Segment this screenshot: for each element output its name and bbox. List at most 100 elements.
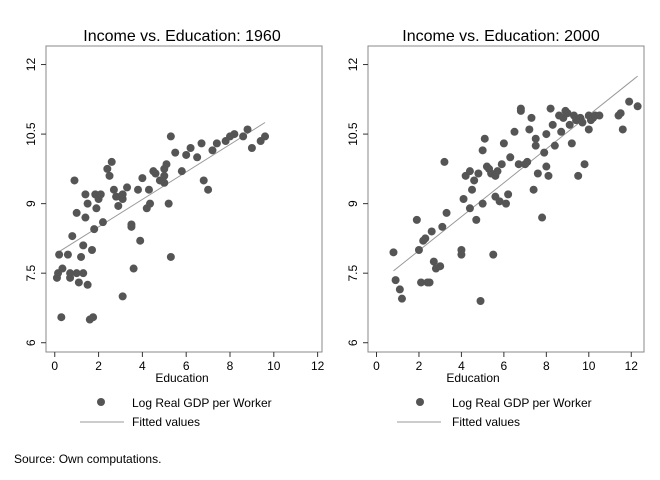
data-point: [389, 248, 398, 257]
data-point: [457, 246, 466, 254]
data-point: [546, 104, 555, 113]
y-tick-label: 12: [346, 58, 360, 72]
data-point: [134, 185, 142, 194]
data-point: [563, 109, 572, 118]
data-point: [89, 313, 98, 322]
data-point: [514, 160, 523, 169]
data-point: [107, 157, 116, 166]
data-point: [533, 169, 542, 178]
data-point: [584, 125, 593, 134]
data-point: [212, 139, 221, 148]
data-point: [544, 171, 553, 180]
data-point: [548, 120, 557, 129]
plot-frame: [367, 45, 645, 353]
data-point: [580, 160, 589, 169]
fitted-line: [57, 122, 266, 253]
data-point: [138, 174, 147, 183]
data-point: [261, 132, 270, 141]
chart-title: Income vs. Education: 1960: [83, 28, 281, 45]
data-point: [243, 125, 252, 134]
y-tick-label: 9: [24, 200, 38, 207]
data-point: [527, 113, 536, 122]
y-tick-label: 12: [24, 58, 38, 72]
data-point: [523, 157, 532, 166]
data-point: [55, 250, 64, 259]
data-point: [625, 97, 634, 106]
data-point: [429, 257, 438, 266]
x-tick-label: 4: [458, 359, 465, 373]
y-tick-label: 10.5: [346, 122, 360, 146]
data-point: [499, 139, 508, 148]
data-point: [510, 127, 519, 136]
x-tick-label: 10: [267, 359, 281, 373]
data-point: [567, 139, 576, 148]
data-point: [459, 195, 468, 203]
data-point: [397, 294, 406, 303]
x-tick-label: 10: [582, 359, 596, 373]
data-point: [197, 139, 206, 148]
data-point: [98, 218, 107, 227]
data-point: [239, 132, 248, 141]
data-point: [182, 150, 191, 159]
data-point: [412, 215, 421, 224]
data-point: [88, 246, 96, 254]
data-point: [478, 199, 487, 208]
data-point: [151, 169, 160, 178]
data-point: [550, 141, 559, 150]
data-point: [230, 130, 239, 139]
data-point: [493, 167, 502, 176]
data-point: [565, 120, 574, 129]
data-point: [616, 109, 625, 118]
data-point: [109, 185, 118, 194]
y-tick-label: 10.5: [24, 122, 38, 146]
x-tick-label: 12: [625, 359, 639, 373]
data-point: [70, 176, 79, 185]
y-tick-label: 7.5: [24, 265, 38, 282]
chart-panel-1960: Income vs. Education: 1960 6 7.5 9 10.5 12 0…: [24, 28, 325, 385]
data-point: [542, 162, 551, 171]
data-point: [146, 199, 155, 208]
x-tick-label: 0: [51, 359, 58, 373]
x-tick-label: 8: [227, 359, 234, 373]
data-point: [74, 278, 83, 287]
data-point: [193, 153, 202, 162]
data-point: [497, 160, 506, 169]
data-point: [529, 185, 538, 194]
scatter-points: [52, 125, 270, 324]
y-axis-ticks: 6 7.5 9 10.5 12: [346, 58, 368, 346]
y-tick-label: 6: [24, 339, 38, 346]
data-point: [421, 234, 430, 243]
x-tick-label: 12: [311, 359, 325, 373]
x-tick-label: 4: [139, 359, 146, 373]
data-point: [208, 146, 217, 155]
data-point: [480, 134, 489, 143]
data-point: [531, 134, 540, 143]
legend-label-fit: Fitted values: [452, 415, 520, 429]
data-point: [79, 241, 88, 250]
data-point: [57, 313, 66, 322]
data-point: [442, 208, 451, 217]
data-point: [465, 167, 474, 176]
data-point: [440, 157, 449, 166]
x-axis-label: Education: [155, 371, 208, 385]
data-point: [436, 262, 445, 271]
legend-label-fit: Fitted values: [132, 415, 200, 429]
data-point: [531, 141, 540, 150]
x-tick-label: 6: [501, 359, 508, 373]
data-point: [90, 225, 99, 234]
x-axis-ticks: 0 2 4 6 8 10 12: [51, 352, 325, 373]
data-point: [502, 199, 510, 208]
x-tick-label: 2: [416, 359, 423, 373]
chart-panel-2000: Income vs. Education: 2000 6 7.5 9 10.5 12 0…: [346, 28, 645, 385]
data-point: [204, 185, 213, 194]
data-point: [63, 250, 72, 259]
legend-marker-icon: [416, 398, 424, 406]
x-tick-label: 6: [183, 359, 190, 373]
data-point: [538, 213, 547, 222]
data-point: [468, 185, 477, 194]
data-point: [618, 125, 627, 134]
data-point: [166, 132, 175, 141]
data-point: [129, 264, 138, 273]
data-point: [164, 199, 173, 208]
